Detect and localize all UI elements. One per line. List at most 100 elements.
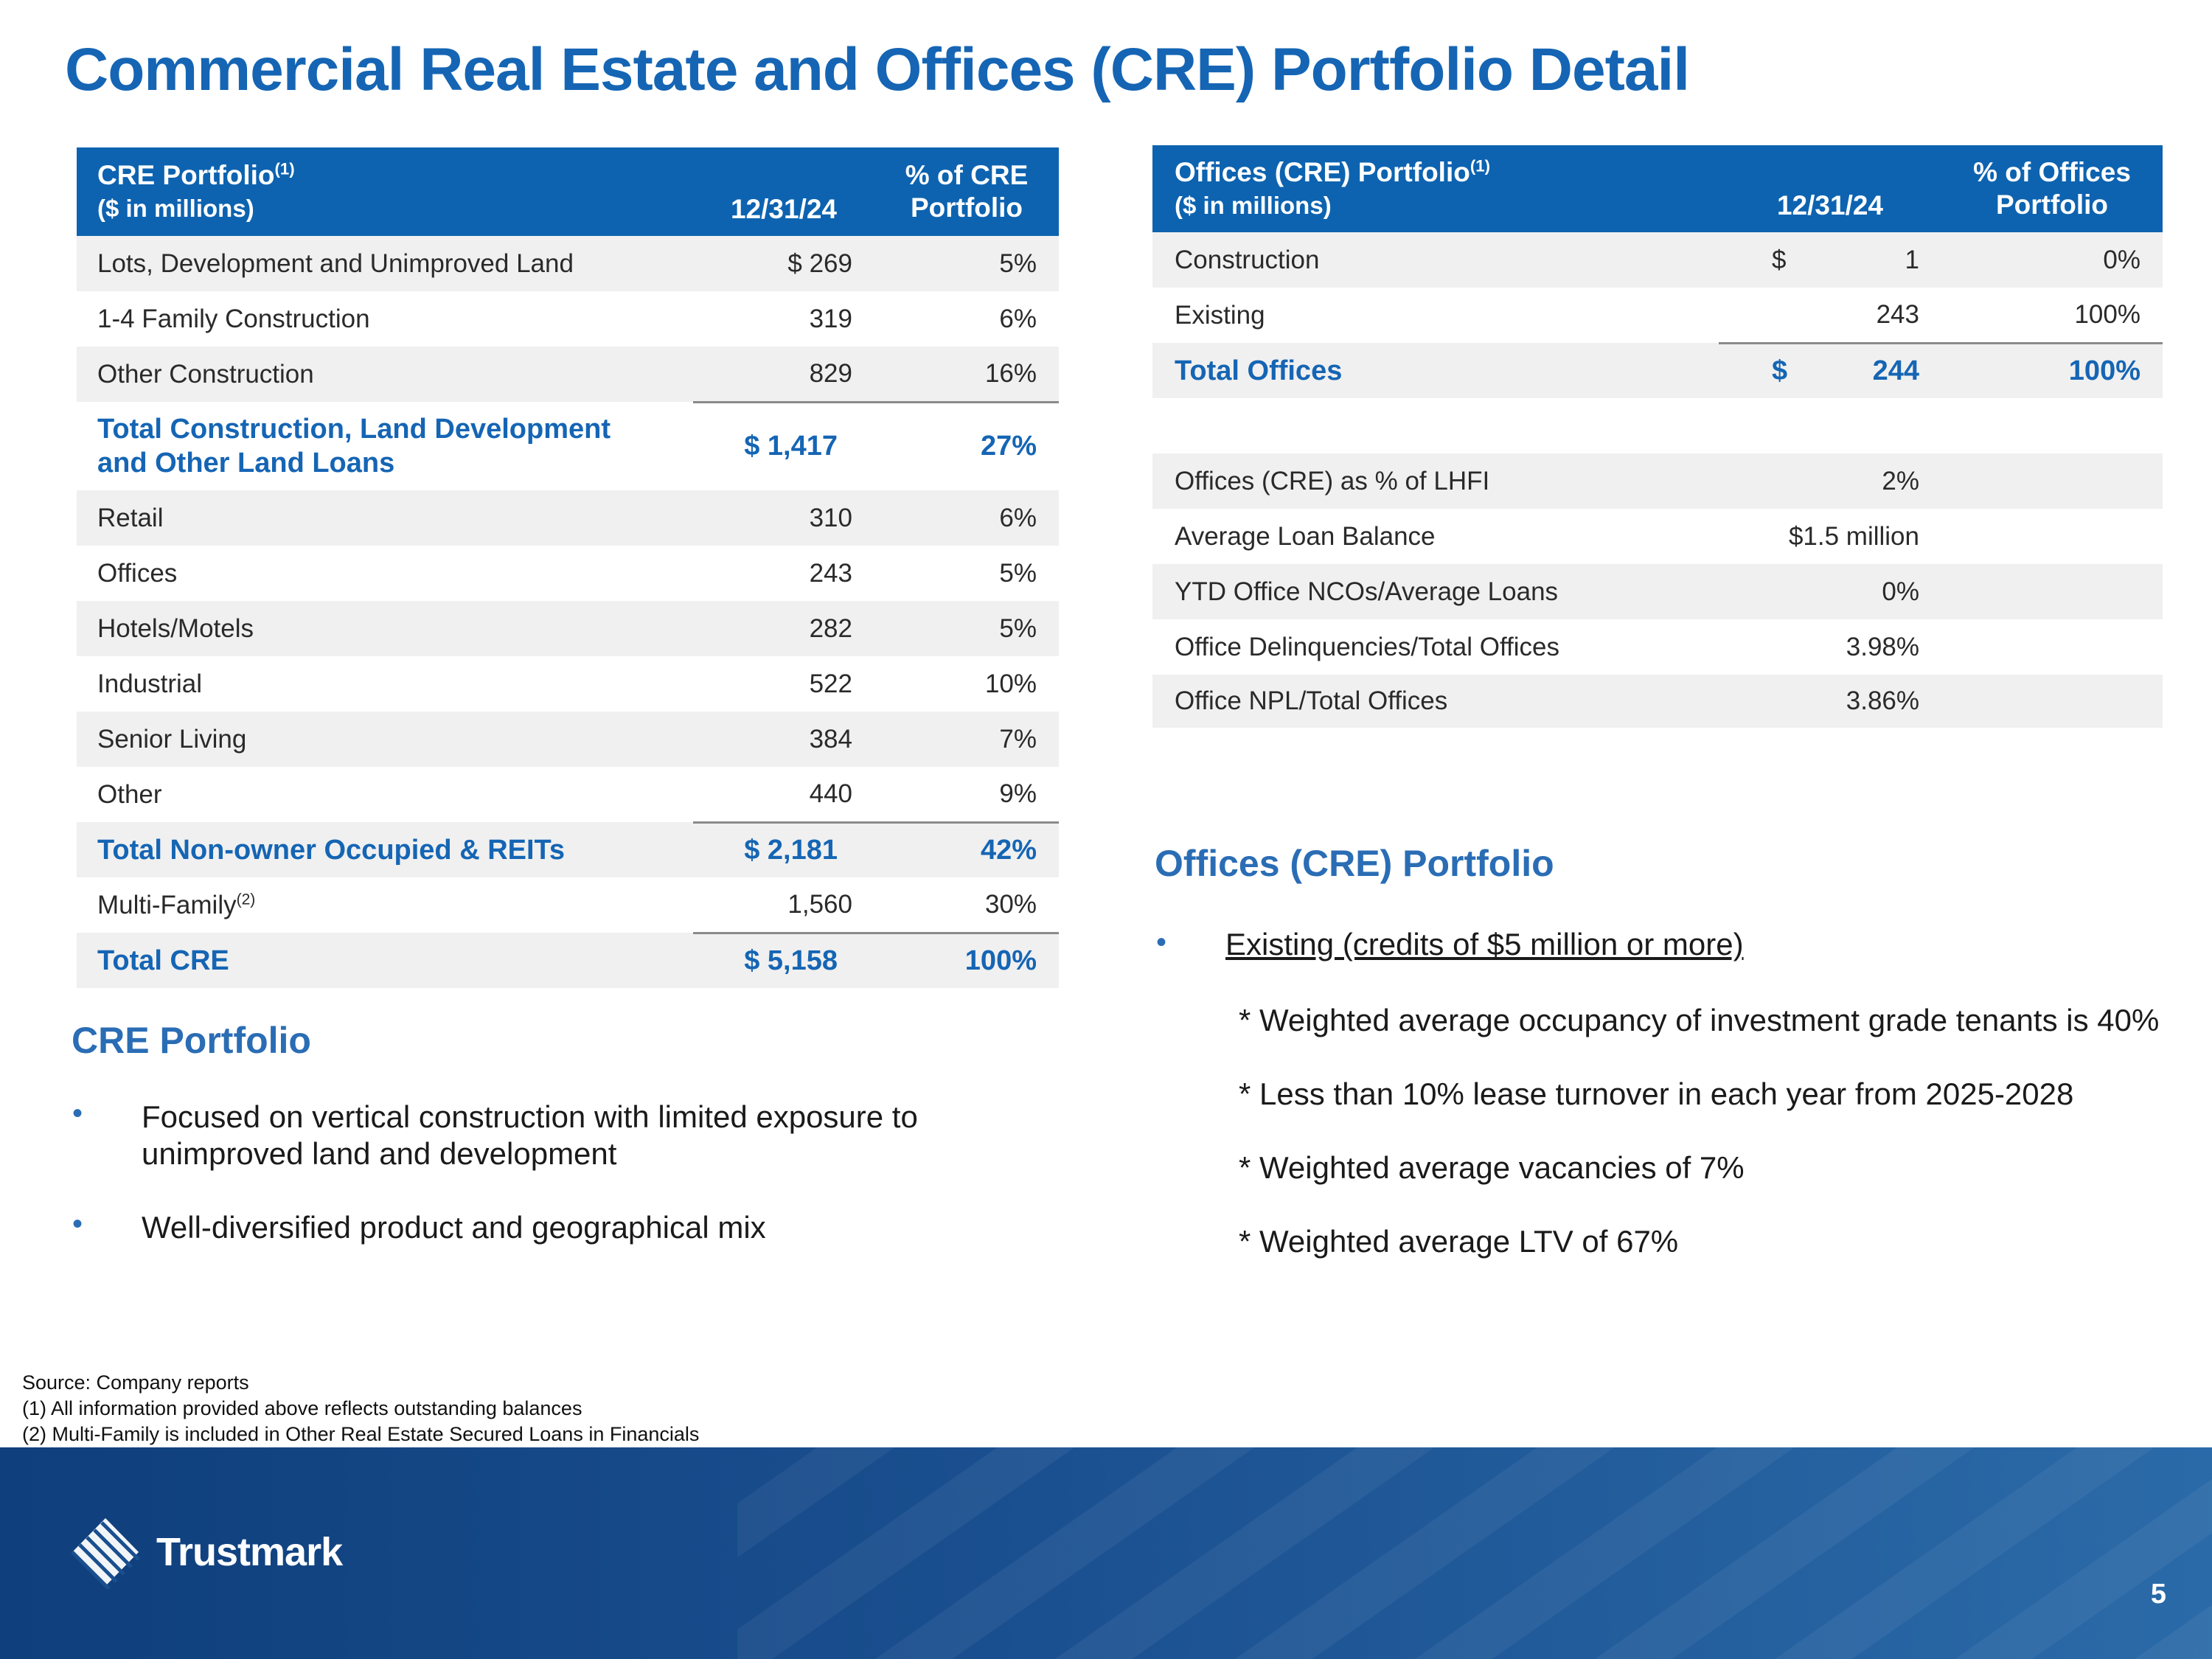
metric-label: Office Delinquencies/Total Offices (1175, 632, 1560, 661)
row-value: 243 (1876, 299, 1919, 329)
row-pct: 42% (874, 821, 1059, 877)
metric-label: Offices (CRE) as % of LHFI (1152, 453, 1719, 509)
cre-bullet-2: Well-diversified product and geographica… (142, 1210, 766, 1245)
header-date: 12/31/24 (693, 147, 874, 236)
footer-decoration (737, 1447, 2212, 1659)
row-label: Total CRE (77, 933, 693, 988)
table-header-row: CRE Portfolio(1) ($ in millions) 12/31/2… (77, 147, 1059, 236)
metric-value: $1.5 million (1788, 521, 1919, 551)
row-pct: 0% (1941, 232, 2163, 288)
row-value: 384 (693, 712, 874, 767)
table-total-row: Total Construction, Land Development and… (77, 400, 1059, 490)
header-pct-line2: Portfolio (1995, 189, 2109, 220)
row-value: $ 269 (693, 236, 874, 291)
table-row: Retail 310 6% (77, 490, 1059, 546)
header-sublabel: ($ in millions) (1175, 191, 1332, 219)
row-value: 243 (809, 558, 852, 588)
empty-cell (1941, 509, 2163, 564)
offices-bullet: Existing (credits of $5 million or more) (1225, 927, 1744, 961)
footnote-ref: (1) (274, 159, 295, 178)
cre-portfolio-table: CRE Portfolio(1) ($ in millions) 12/31/2… (77, 147, 1059, 988)
row-label: Industrial (97, 669, 203, 698)
row-value: $ 2,181 (693, 821, 874, 877)
table-spacer-row (1152, 398, 2163, 453)
metric-value: 2% (1719, 453, 1941, 509)
table-row: 1-4 Family Construction 319 6% (77, 291, 1059, 347)
offices-sub-item: * Less than 10% lease turnover in each y… (1239, 1077, 2074, 1111)
empty-cell (1941, 564, 2163, 619)
row-value: $ 1,417 (693, 400, 874, 490)
footnote-ref: (1) (1470, 156, 1490, 175)
row-value: 319 (809, 304, 852, 333)
row-value: 829 (693, 347, 874, 402)
row-pct: 10% (984, 669, 1037, 698)
empty-cell (1941, 453, 2163, 509)
table-row: Industrial 522 10% (77, 656, 1059, 712)
metric-value: 0% (1719, 564, 1941, 619)
header-date: 12/31/24 (1719, 145, 1941, 232)
metric-row: Office Delinquencies/Total Offices 3.98% (1152, 619, 2163, 675)
cre-bullet-1: Focused on vertical construction with li… (142, 1099, 918, 1171)
header-label: CRE Portfolio (97, 159, 275, 190)
row-pct: 100% (874, 931, 1059, 988)
row-value-cell: $244 (1719, 343, 1941, 398)
empty-cell (1941, 675, 2163, 728)
company-logo: Trustmark (65, 1515, 343, 1589)
logo-text: Trustmark (156, 1530, 343, 1574)
metric-label: Average Loan Balance (1175, 521, 1436, 551)
row-label: Lots, Development and Unimproved Land (77, 236, 693, 291)
metric-row: Offices (CRE) as % of LHFI 2% (1152, 453, 2163, 509)
row-pct: 7% (874, 712, 1059, 767)
row-value: 1,560 (787, 889, 852, 919)
footnote-ref: (2) (236, 890, 256, 908)
row-pct: 30% (984, 889, 1037, 919)
empty-cell (1941, 619, 2163, 675)
bullet-icon: • (1156, 926, 1167, 959)
metric-label: Office NPL/Total Offices (1152, 675, 1719, 728)
header-label-cell: Offices (CRE) Portfolio(1) ($ in million… (1152, 145, 1719, 232)
row-pct: 5% (874, 236, 1059, 291)
row-label-cell: Multi-Family(2) (77, 877, 693, 933)
header-pct: % of CRE Portfolio (874, 147, 1059, 236)
footer-band: Trustmark 5 (0, 1447, 2212, 1659)
row-label: Other (97, 779, 162, 809)
header-pct-line1: % of CRE (905, 160, 1029, 190)
footnotes: Source: Company reports (1) All informat… (22, 1370, 699, 1447)
row-value: 244 (1872, 355, 1919, 386)
offices-sub-item: * Weighted average vacancies of 7% (1239, 1150, 1745, 1185)
row-label: Multi-Family (97, 890, 237, 919)
table-total-row: Total CRE $ 5,158 100% (77, 931, 1059, 988)
row-pct: 6% (999, 304, 1037, 333)
metric-row: Average Loan Balance $1.5 million (1152, 509, 2163, 564)
table-row: Other Construction 829 16% (77, 347, 1059, 402)
table-total-row: Total Offices $244 100% (1152, 343, 2163, 398)
row-pct: 100% (1941, 343, 2163, 398)
page-number: 5 (2150, 1579, 2166, 1610)
row-label: Retail (77, 490, 693, 546)
row-pct: 6% (874, 490, 1059, 546)
footnote-1: (1) All information provided above refle… (22, 1397, 582, 1419)
row-label: Total Offices (1152, 343, 1719, 398)
bullet-icon: • (72, 1097, 83, 1130)
row-value: 1 (1905, 245, 1919, 274)
currency-symbol: $ (1772, 245, 1787, 274)
table-row: Lots, Development and Unimproved Land $ … (77, 236, 1059, 291)
header-pct: % of Offices Portfolio (1941, 145, 2163, 232)
row-value-cell: 243 (1719, 288, 1941, 344)
row-label: Hotels/Motels (77, 601, 693, 656)
row-label: Construction (1152, 232, 1719, 288)
row-label: Offices (97, 558, 178, 588)
table-row: Offices 243 5% (77, 546, 1059, 601)
metric-row: YTD Office NCOs/Average Loans 0% (1152, 564, 2163, 619)
row-label: 1-4 Family Construction (97, 304, 370, 333)
footnote-source: Source: Company reports (22, 1371, 249, 1394)
offices-sub-item: * Weighted average occupancy of investme… (1239, 1003, 2160, 1037)
metric-row: Office NPL/Total Offices 3.86% (1152, 675, 2163, 728)
header-label-cell: CRE Portfolio(1) ($ in millions) (77, 147, 693, 236)
row-value-cell: $1 (1719, 232, 1941, 288)
row-label: Other Construction (77, 347, 693, 402)
row-pct: 27% (874, 400, 1059, 490)
row-value: 522 (809, 669, 852, 698)
table-header-row: Offices (CRE) Portfolio(1) ($ in million… (1152, 145, 2163, 232)
table-total-row: Total Non-owner Occupied & REITs $ 2,181… (77, 821, 1059, 877)
